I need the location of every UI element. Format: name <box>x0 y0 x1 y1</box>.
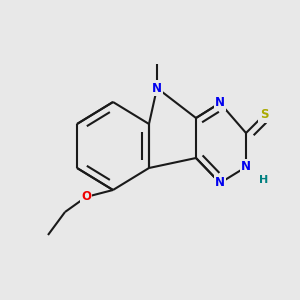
Text: N: N <box>215 176 225 190</box>
Text: O: O <box>81 190 91 203</box>
Text: N: N <box>152 82 162 94</box>
Text: S: S <box>260 109 268 122</box>
Text: N: N <box>241 160 251 173</box>
Text: H: H <box>260 175 268 185</box>
Text: N: N <box>215 97 225 110</box>
